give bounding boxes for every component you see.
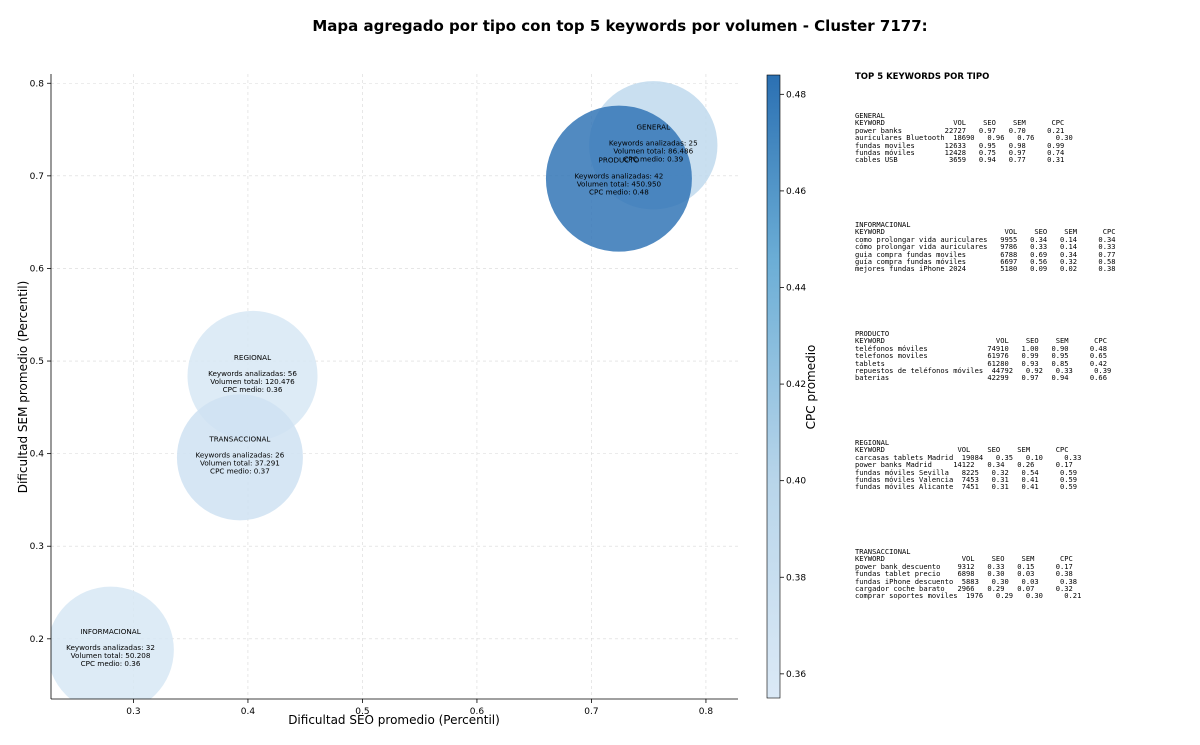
x-axis-label: Dificultad SEO promedio (Percentil) (288, 713, 500, 727)
block-producto-table: PRODUCTO KEYWORD VOL SEO SEM CPC teléfon… (855, 329, 1112, 383)
colorbar-tick-label: 0.44 (786, 283, 806, 293)
block-informacional-table: INFORMACIONAL KEYWORD VOL SEO SEM CPC co… (855, 220, 1116, 274)
bubble-label-informacional: INFORMACIONAL Keywords analizadas: 32Volu… (66, 627, 155, 668)
y-axis-label: Dificultad SEM promedio (Percentil) (16, 281, 30, 494)
block-general: GENERAL KEYWORD VOL SEO SEM CPC power ba… (855, 112, 1073, 164)
colorbar-tick-label: 0.36 (786, 670, 806, 680)
bubble-type-name: GENERAL (636, 122, 670, 131)
bubble-type-name: REGIONAL (234, 353, 271, 362)
block-regional-table: REGIONAL KEYWORD VOL SEO SEM CPC carcasa… (855, 438, 1082, 492)
bubble-stat-line: Keywords analizadas: 42 (575, 172, 664, 181)
block-general-table: GENERAL KEYWORD VOL SEO SEM CPC power ba… (855, 111, 1073, 165)
colorbar-label: CPC promedio (804, 345, 818, 430)
bubble-informacional (51, 586, 174, 699)
block-producto: PRODUCTO KEYWORD VOL SEO SEM CPC teléfon… (855, 330, 1111, 382)
bubble-stat-line: Keywords analizadas: 56 (208, 369, 297, 378)
colorbar: 0.36 0.38 0.40 0.42 0.44 0.46 0.48 CPC promedi… (766, 74, 818, 699)
y-tick-label: 0.4 (30, 450, 45, 460)
bubble-stat-line: Keywords analizadas: 26 (196, 450, 285, 459)
block-transaccional: TRANSACCIONAL KEYWORD VOL SEO SEM CPC po… (855, 548, 1081, 600)
bubble-type-name: PRODUCTO (598, 156, 639, 165)
x-tick-label: 0.5 (355, 707, 369, 717)
bubbles (51, 81, 718, 699)
bubble-stat-line: Keywords analizadas: 32 (66, 643, 155, 652)
x-tick-label: 0.6 (470, 707, 485, 717)
y-tick-label: 0.7 (30, 172, 44, 182)
bubble-stat-line: CPC medio: 0.37 (210, 466, 270, 475)
bubble-type-name: TRANSACCIONAL (208, 434, 270, 443)
bubble-stat-line: CPC medio: 0.48 (589, 188, 649, 197)
y-tick-label: 0.2 (30, 635, 44, 645)
panel-title: TOP 5 KEYWORDS POR TIPO (855, 72, 990, 82)
bubble-stat-line: Volumen total: 86.486 (613, 146, 693, 155)
y-tick-label: 0.5 (30, 357, 44, 367)
colorbar-tick-label: 0.38 (786, 573, 806, 583)
bubble-label-transaccional: TRANSACCIONAL Keywords analizadas: 26Volu… (196, 434, 285, 475)
axes (50, 74, 738, 700)
block-transaccional-table: TRANSACCIONAL KEYWORD VOL SEO SEM CPC po… (855, 547, 1082, 601)
colorbar-tick-label: 0.40 (786, 477, 806, 487)
bubble-type-name: INFORMACIONAL (80, 627, 140, 636)
bubble-producto (545, 105, 692, 252)
block-regional: REGIONAL KEYWORD VOL SEO SEM CPC carcasa… (855, 439, 1081, 491)
bubble-stat-line: Volumen total: 450.950 (577, 180, 662, 189)
x-tick-label: 0.3 (126, 707, 140, 717)
colorbar-tick-label: 0.46 (786, 187, 806, 197)
bubble-transaccional (176, 394, 303, 521)
bubble-stat-line: Volumen total: 120.476 (210, 377, 295, 386)
y-ticks: 0.2 0.3 0.4 0.5 0.6 0.7 0.8 (30, 79, 51, 645)
colorbar-ticks: 0.36 0.38 0.40 0.42 0.44 0.46 0.48 (780, 90, 806, 680)
y-tick-label: 0.8 (30, 79, 45, 89)
y-tick-label: 0.6 (30, 264, 45, 274)
top-keywords-panel: TOP 5 KEYWORDS POR TIPO GENERAL KEYWORD … (855, 72, 1195, 600)
bubble-stat-line: CPC medio: 0.36 (81, 659, 141, 668)
bubble-stat-line: Keywords analizadas: 25 (609, 138, 698, 147)
x-tick-label: 0.8 (699, 707, 714, 717)
bubble-stat-line: CPC medio: 0.39 (623, 154, 683, 163)
chart-title: Mapa agregado por tipo con top 5 keyword… (312, 17, 928, 35)
x-tick-label: 0.4 (241, 707, 256, 717)
x-ticks: 0.3 0.4 0.5 0.6 0.7 0.8 (126, 699, 713, 717)
bubble-stat-line: Volumen total: 37.291 (200, 458, 280, 467)
y-tick-label: 0.3 (30, 542, 44, 552)
block-informacional: INFORMACIONAL KEYWORD VOL SEO SEM CPC co… (855, 221, 1116, 273)
colorbar-tick-label: 0.48 (786, 90, 806, 100)
bubble-stat-line: CPC medio: 0.36 (223, 385, 283, 394)
colorbar-tick-label: 0.42 (786, 380, 806, 390)
bubble-stat-line: Volumen total: 50.208 (71, 651, 151, 660)
x-tick-label: 0.7 (584, 707, 598, 717)
colorbar-gradient (766, 74, 781, 699)
